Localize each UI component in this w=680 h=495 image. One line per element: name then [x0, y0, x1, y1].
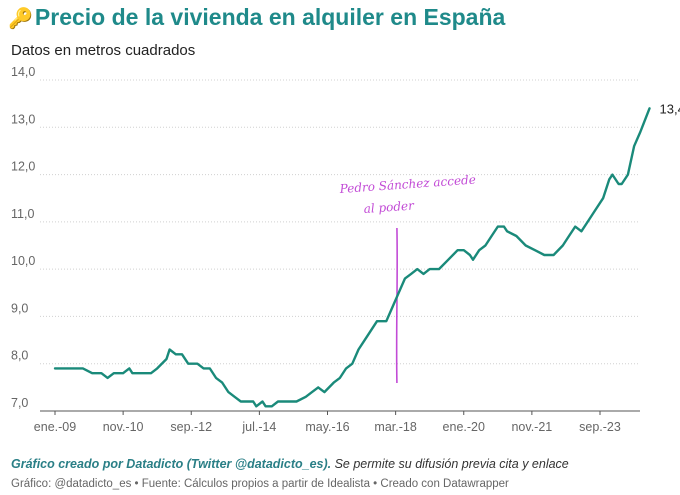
credit-bold: Gráfico creado por Datadicto (Twitter @d… [11, 457, 332, 471]
credit-line: Gráfico creado por Datadicto (Twitter @d… [11, 457, 569, 471]
annotation-text: Pedro Sánchez accede [338, 173, 476, 197]
y-tick-label: 11,0 [11, 207, 34, 221]
x-tick-label: nov.-21 [511, 420, 552, 434]
y-tick-label: 12,0 [11, 160, 35, 174]
credit-rest: Se permite su difusión previa cita y enl… [331, 457, 569, 471]
x-tick-label: ene.-09 [34, 420, 76, 434]
x-tick-label: sep.-23 [579, 420, 621, 434]
y-tick-label: 13,0 [11, 112, 35, 126]
annotation-line [395, 227, 399, 384]
x-tick-label: jul.-14 [241, 420, 276, 434]
x-tick-label: nov.-10 [103, 420, 144, 434]
series-line [53, 107, 651, 408]
y-tick-label: 8,0 [11, 349, 28, 363]
y-tick-label: 14,0 [11, 65, 35, 79]
end-value-label: 13,4 [660, 101, 680, 116]
x-tick-label: mar.-18 [374, 420, 416, 434]
x-tick-label: may.-16 [305, 420, 349, 434]
y-tick-label: 9,0 [11, 301, 28, 315]
x-tick-label: ene.-20 [443, 420, 485, 434]
page-title: 🔑Precio de la vivienda en alquiler en Es… [8, 4, 505, 31]
annotation-text: al poder [363, 198, 415, 216]
title-text: Precio de la vivienda en alquiler en Esp… [34, 4, 506, 30]
line-chart: 7,0 8,0 9,0 10,0 11,0 12,0 13,0 14,0 ene.-09 nov.… [11, 65, 680, 434]
y-tick-label: 7,0 [11, 396, 28, 410]
source-line: Gráfico: @datadicto_es • Fuente: Cálculo… [11, 478, 509, 490]
x-tick-label: sep.-12 [170, 420, 212, 434]
key-icon: 🔑 [8, 8, 33, 30]
y-tick-label: 10,0 [11, 254, 35, 268]
chart-subtitle: Datos en metros cuadrados [11, 42, 196, 59]
